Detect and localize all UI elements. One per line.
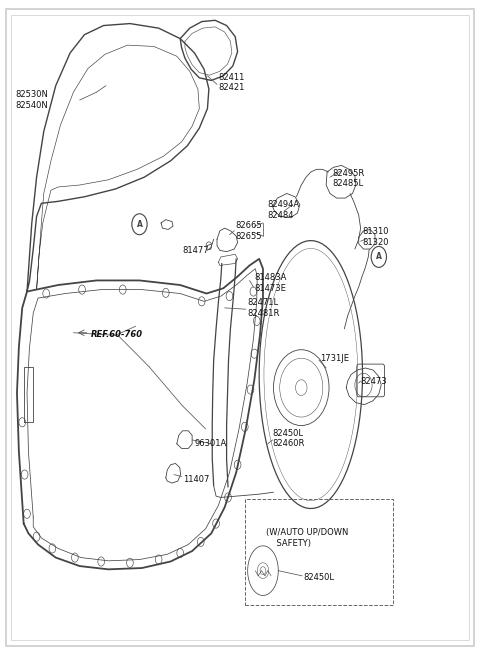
Text: A: A bbox=[136, 219, 143, 229]
Circle shape bbox=[132, 214, 147, 234]
Text: 81477: 81477 bbox=[182, 246, 209, 255]
Text: 82530N
82540N: 82530N 82540N bbox=[15, 90, 48, 110]
Text: 82450L
82460R: 82450L 82460R bbox=[273, 429, 305, 449]
Text: (W/AUTO UP/DOWN
    SAFETY): (W/AUTO UP/DOWN SAFETY) bbox=[266, 528, 348, 548]
Text: 82473: 82473 bbox=[360, 377, 387, 386]
Text: 81310
81320: 81310 81320 bbox=[362, 227, 388, 247]
Text: 81483A
81473E: 81483A 81473E bbox=[254, 273, 287, 293]
Text: REF.60-760: REF.60-760 bbox=[91, 329, 143, 339]
Text: 82471L
82481R: 82471L 82481R bbox=[247, 298, 279, 318]
Text: A: A bbox=[376, 252, 382, 261]
Text: 11407: 11407 bbox=[183, 475, 210, 483]
Text: 96301A: 96301A bbox=[194, 440, 227, 448]
Text: 82450L: 82450L bbox=[303, 572, 334, 582]
Text: 82495R
82485L: 82495R 82485L bbox=[332, 168, 364, 189]
Text: 82494A
82484: 82494A 82484 bbox=[268, 200, 300, 219]
Text: 82665
82655: 82665 82655 bbox=[235, 221, 262, 240]
Circle shape bbox=[371, 246, 386, 267]
Text: 1731JE: 1731JE bbox=[321, 354, 349, 364]
Text: 82411
82421: 82411 82421 bbox=[218, 73, 245, 92]
